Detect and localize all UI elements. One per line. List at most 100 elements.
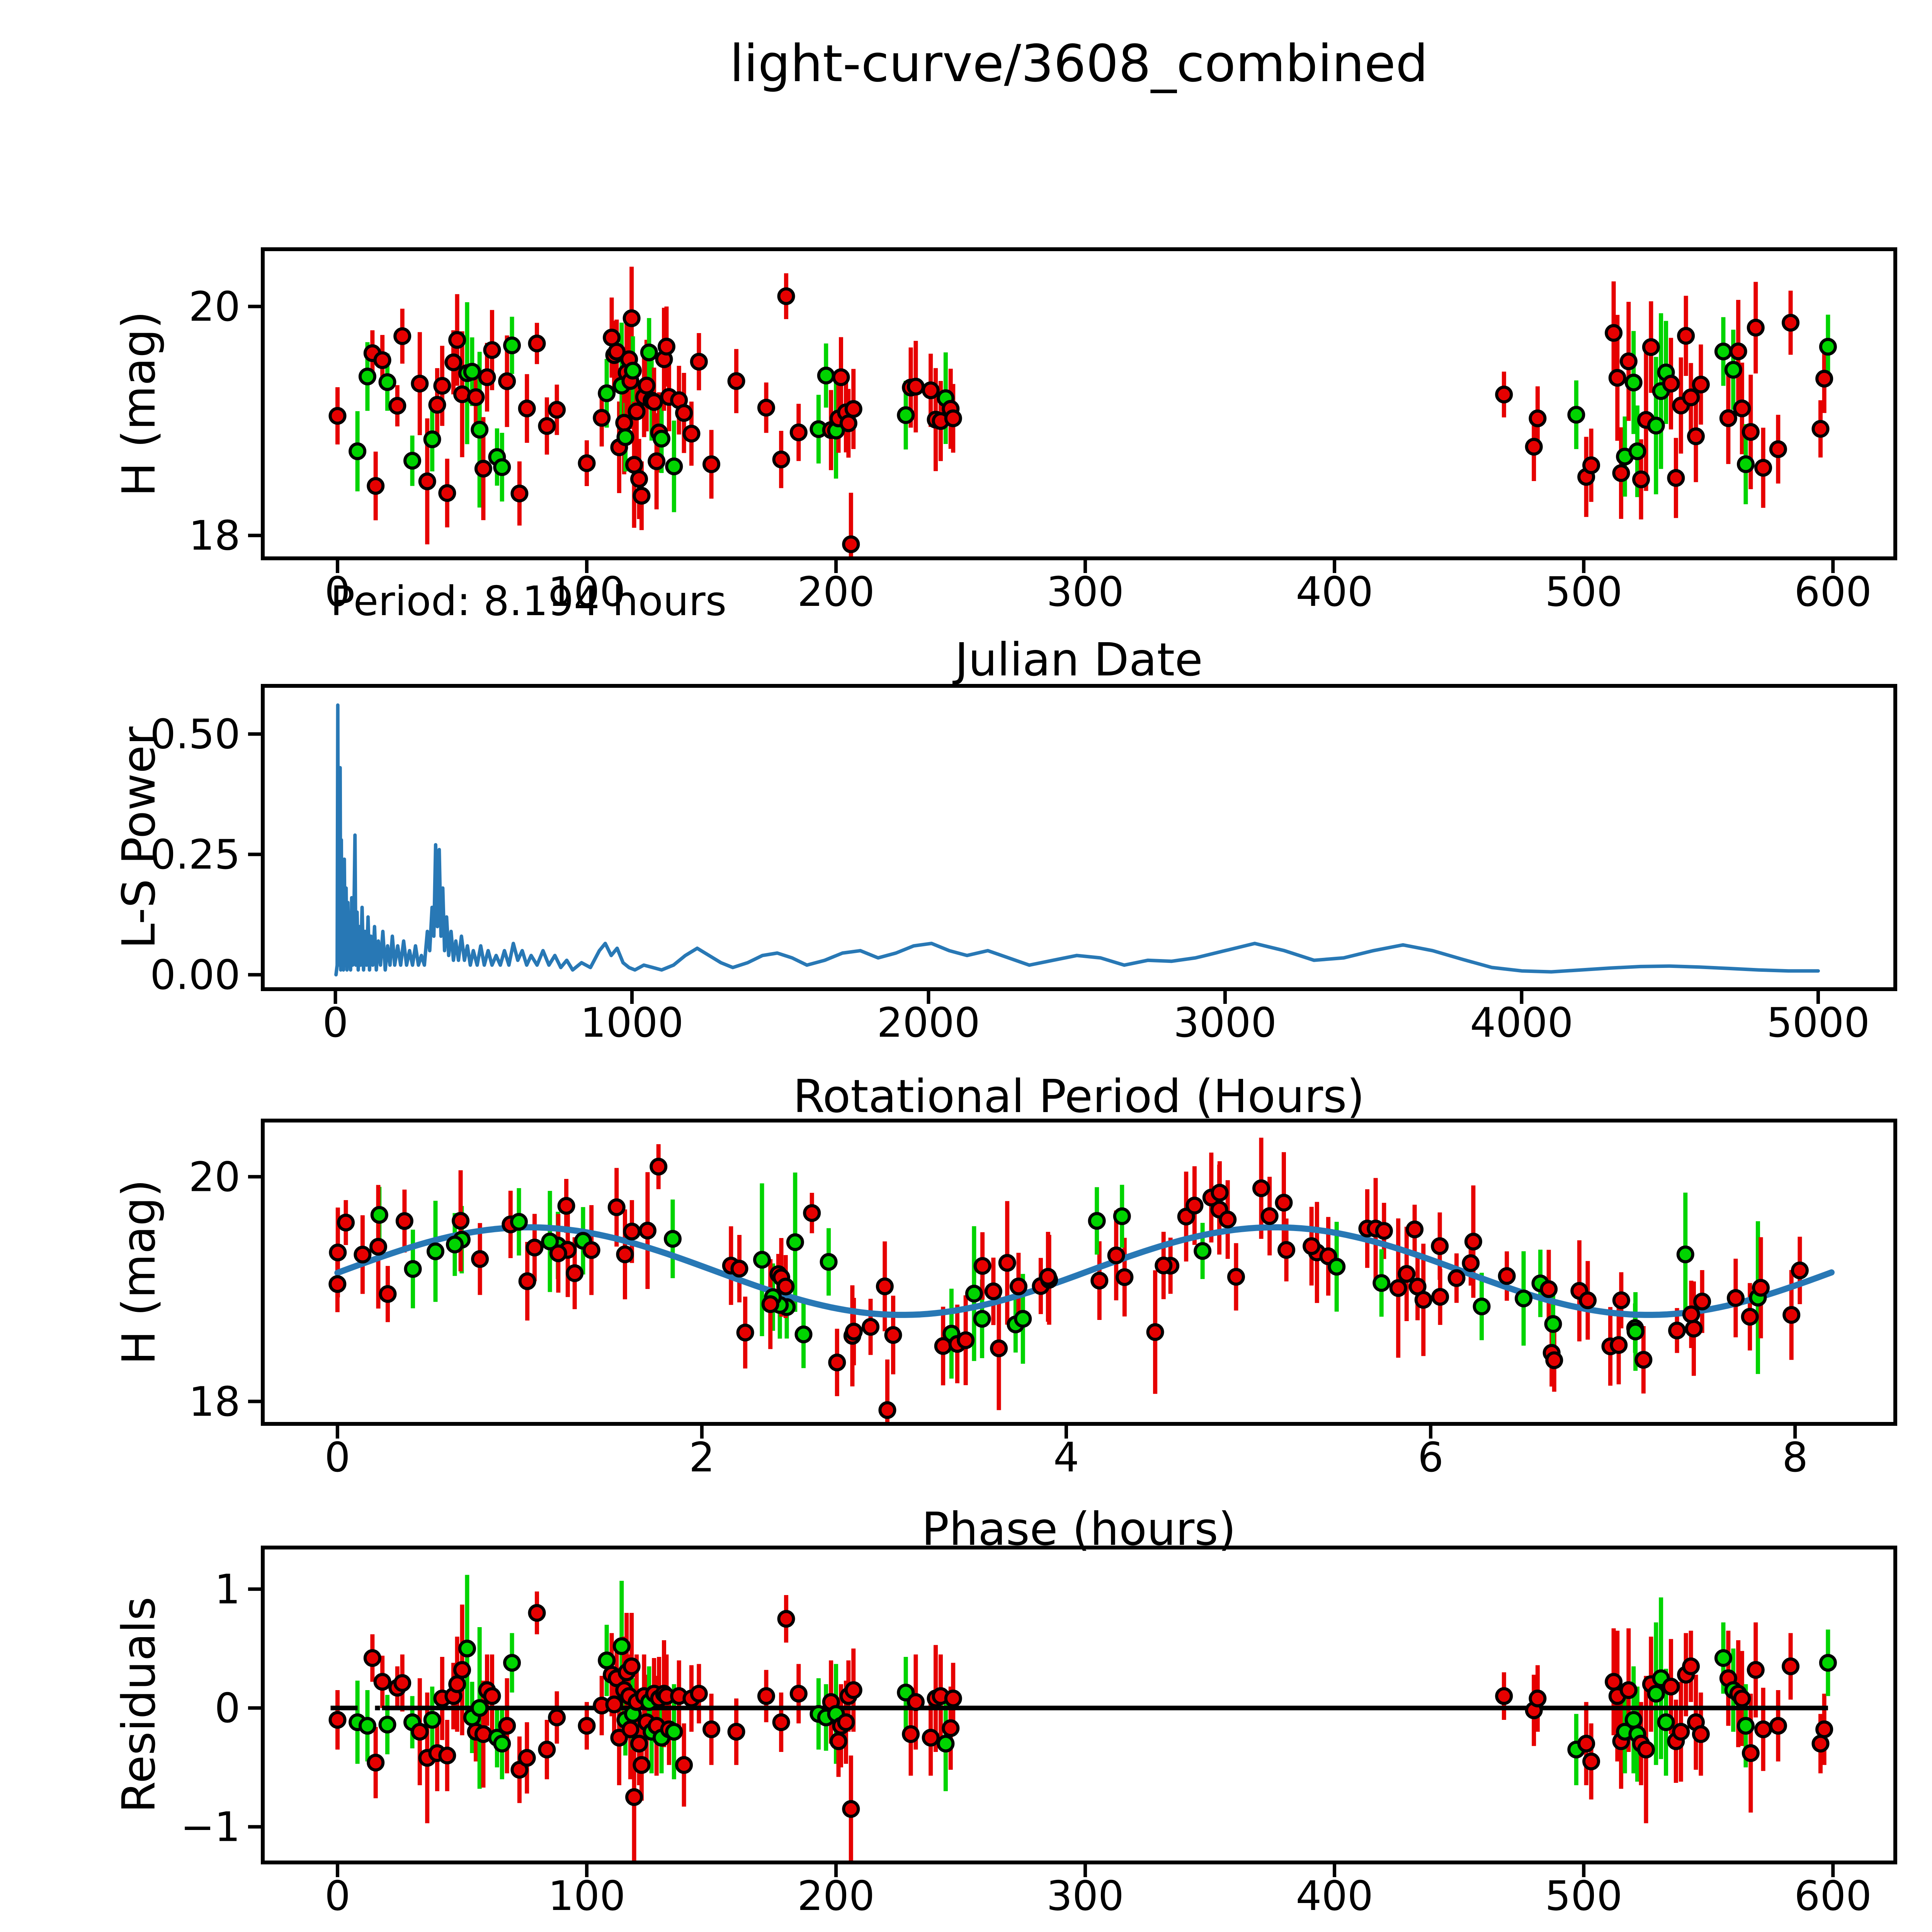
periodogram-curve: [334, 703, 1820, 977]
data-point-red: [363, 1649, 381, 1667]
data-point-red: [1729, 342, 1747, 361]
x-tick-label: 1000: [580, 999, 684, 1046]
data-point-red: [1211, 1184, 1229, 1202]
data-point-red: [448, 331, 466, 349]
data-point-red: [1791, 1261, 1809, 1279]
data-point-red: [1692, 1725, 1710, 1743]
data-point-green: [965, 1284, 983, 1303]
data-point-red: [1782, 1306, 1801, 1324]
data-point-red: [1682, 1657, 1700, 1675]
data-point-red: [1733, 400, 1751, 418]
data-point-red: [973, 1257, 992, 1275]
data-point-red: [578, 454, 596, 472]
data-point-green: [463, 363, 481, 381]
data-point-red: [444, 353, 463, 371]
data-point-red: [1754, 1720, 1772, 1738]
data-point-red: [582, 1241, 600, 1259]
data-point-red: [777, 1277, 795, 1296]
data-point-red: [478, 368, 496, 386]
data-point-red: [772, 1713, 790, 1731]
y-tick-label: 18: [189, 512, 240, 560]
data-point-red: [842, 535, 860, 553]
data-point-red: [453, 1661, 471, 1679]
data-point-green: [973, 1310, 991, 1328]
data-point-red: [845, 1323, 863, 1341]
data-point-red: [1252, 1179, 1270, 1197]
data-point-red: [329, 1243, 347, 1262]
data-point-red: [369, 1238, 387, 1256]
data-point-green: [753, 1251, 771, 1269]
data-point-red: [411, 374, 429, 393]
data-point-red: [998, 1254, 1016, 1272]
y-tick-label: 0: [214, 1685, 240, 1732]
data-point-green: [598, 1651, 616, 1670]
data-point-green: [493, 1735, 511, 1753]
data-point-red: [411, 1723, 429, 1741]
data-point-red: [467, 388, 485, 406]
data-point-green: [1372, 1274, 1391, 1292]
data-point-red: [1146, 1323, 1164, 1341]
data-point-red: [1219, 1211, 1237, 1229]
data-point-red: [616, 1245, 634, 1264]
data-point-red: [354, 1245, 372, 1264]
data-point-green: [1624, 373, 1643, 391]
data-point-red: [902, 1725, 920, 1743]
x-tick-label: 4: [1053, 1434, 1079, 1481]
data-point-red: [1677, 327, 1695, 345]
data-point-red: [622, 309, 641, 327]
data-point-red: [1464, 1233, 1482, 1251]
data-point-red: [727, 372, 745, 390]
data-point-red: [1608, 369, 1626, 387]
data-point-green: [1647, 1685, 1665, 1703]
data-point-red: [837, 1713, 855, 1731]
data-point-red: [628, 402, 646, 420]
data-point-red: [1579, 1291, 1597, 1310]
axes-spine: [261, 684, 1897, 991]
x-tick-label: 300: [1046, 1872, 1124, 1920]
data-point-green: [370, 1206, 388, 1224]
data-point-red: [395, 1212, 413, 1230]
data-point-red: [1672, 1723, 1690, 1741]
data-point-red: [1495, 1687, 1513, 1705]
data-point-red: [498, 1717, 516, 1735]
lightcurve-xaxis-label: Julian Date: [952, 633, 1203, 686]
data-point-red: [1637, 1740, 1655, 1759]
data-point-red: [622, 1657, 641, 1675]
y-tick-label: 0.00: [150, 952, 240, 999]
data-point-green: [503, 336, 521, 354]
data-point-green: [1194, 1242, 1212, 1260]
data-point-red: [633, 1756, 651, 1774]
data-point-red: [518, 1272, 536, 1290]
data-point-red: [1662, 374, 1680, 393]
data-point-red: [907, 378, 925, 396]
data-point-red: [498, 372, 516, 390]
data-point-green: [1676, 1245, 1694, 1264]
x-tick-label: 100: [548, 568, 625, 616]
data-point-red: [1726, 1289, 1745, 1307]
x-tick-label: 6: [1418, 1434, 1444, 1481]
data-point-green: [427, 1242, 445, 1260]
data-point-red: [1619, 1681, 1638, 1699]
data-point-red: [1582, 1752, 1600, 1770]
data-point-red: [1431, 1237, 1449, 1255]
data-point-green: [1113, 1207, 1131, 1225]
x-tick-label: 0: [323, 999, 349, 1046]
data-point-red: [367, 1753, 385, 1772]
fit-curve: [334, 1224, 1835, 1318]
data-point-red: [1782, 1657, 1800, 1675]
data-point-red: [433, 377, 451, 395]
data-point-red: [1009, 1277, 1027, 1296]
data-point-green: [446, 1235, 464, 1253]
data-point-red: [1155, 1257, 1173, 1275]
data-point-red: [907, 1693, 925, 1711]
data-point-green: [663, 1230, 682, 1248]
data-layer: [328, 267, 1837, 556]
data-point-red: [1577, 1735, 1595, 1753]
data-point-red: [607, 343, 626, 361]
data-point-red: [1116, 1268, 1134, 1286]
x-tick-label: 300: [1046, 568, 1124, 616]
data-point-red: [682, 425, 701, 443]
data-point-green: [493, 458, 511, 476]
panel-periodogram: 0 1000 2000 3000 4000 5000 0.00 0.25 0.50: [150, 684, 1897, 1046]
